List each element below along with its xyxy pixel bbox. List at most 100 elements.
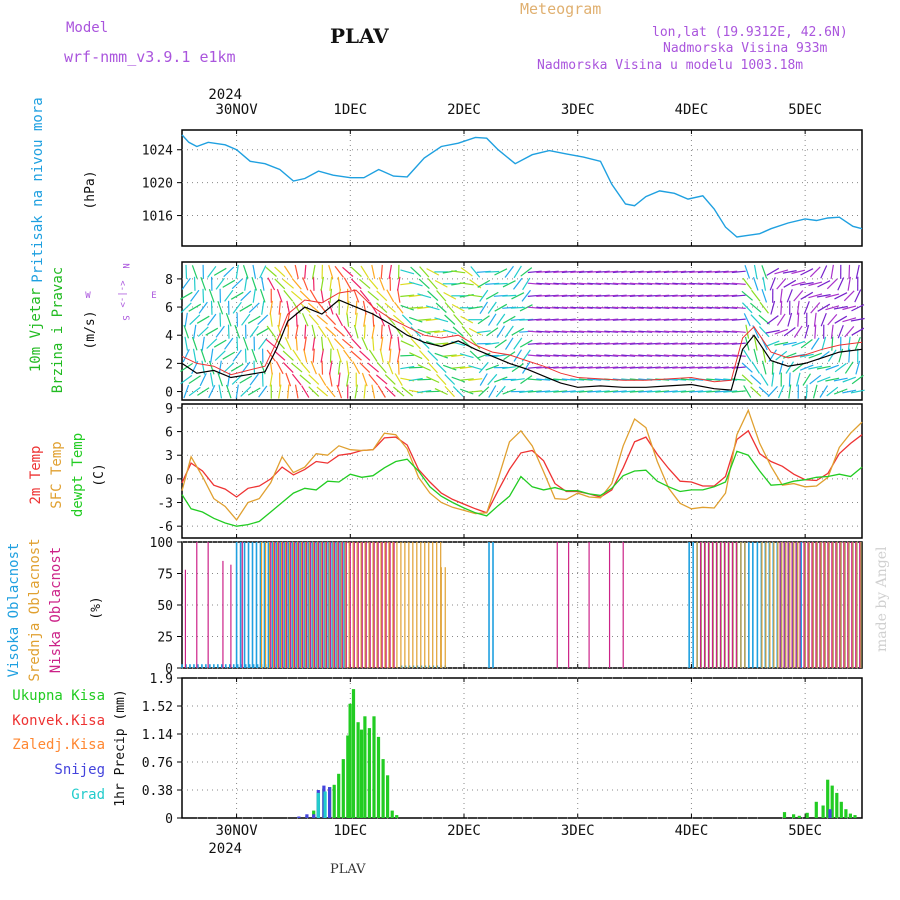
wind-arrow [295,312,298,327]
wind-arrow [427,350,439,362]
wind-arrow [321,360,324,375]
wind-arrow [479,301,489,315]
wind-arrow [723,390,738,393]
wind-arrow [327,300,334,315]
wind-arrow [731,330,746,333]
wind-arrow [553,318,568,321]
wind-arrow [850,389,865,394]
wind-arrow [470,266,481,278]
wind-arrow [761,360,767,375]
wind-arrow [791,269,806,275]
wind-dir-s: S [120,315,130,320]
wind-arrow [797,312,800,327]
wind-arrow [191,265,198,279]
wind-arrow [300,361,311,374]
wind-arrow [536,306,551,309]
wind-arrow [771,372,775,387]
wind-arrow [259,265,267,279]
wind-arrow [774,328,789,335]
wind-arrow [520,375,533,385]
wind-arrow [434,388,448,396]
wind-arrow [578,390,593,393]
wind-arrow [240,290,252,302]
wind-arrow [770,300,776,315]
wind-arrow [460,315,474,324]
wind-arrow [706,270,721,274]
wind-arrow [743,385,752,398]
wind-arrow [612,270,627,274]
wind-arrow [802,373,812,386]
wind-arrow [854,289,862,303]
wind-arrow [184,312,188,327]
wind-arrow [343,349,353,362]
wind-arrow [376,290,388,302]
wind-arrow [761,289,768,303]
wind-arrow [284,337,292,351]
wind-arrow [855,264,860,279]
wind-arrow [527,270,542,274]
wind-arrow [295,336,298,351]
wind-arrow [544,390,559,393]
wind-arrow [493,354,508,358]
wind-arrow [612,390,627,393]
wind-arrow [485,291,499,300]
wind-arrow [427,278,438,290]
wind-arrow [851,327,865,336]
wind-dir-n: N [120,263,130,268]
wind-arrow [269,360,273,375]
wind-arrow [372,312,375,327]
wind-arrow [638,354,653,357]
wind-arrow [434,279,448,288]
wind-arrow [753,336,758,351]
wind-arrow [578,270,593,274]
wind-arrow [706,282,721,285]
wind-arrow [612,354,627,357]
wind-arrow [774,341,789,346]
wind-arrow [663,282,678,285]
bottom-day-label: 4DEC [675,823,709,839]
wind-arrow [731,306,746,309]
wind-arrow [553,342,568,345]
precip-bar [821,805,825,818]
wind-arrow [353,324,359,339]
wind-arrow [190,289,200,302]
wind-arrow [225,312,232,327]
wind-arrow [384,374,396,385]
precip-legend-item: Zaledj.Kisa [12,737,105,753]
pressure-ytick-label: 1016 [142,210,173,225]
wind-arrow [655,318,670,321]
wind-arrow [451,366,466,369]
wind-arrow [442,364,457,371]
wind-arrow [417,364,431,372]
wind-arrow [234,324,241,339]
wind-arrow [680,330,695,333]
wind-arrow [468,294,483,298]
wind-arrow [200,348,207,363]
wind-arrow [452,326,464,337]
wind-arrow [612,282,627,285]
temp-ytick-label: -3 [157,497,173,512]
wind-arrow [604,270,619,274]
wind-arrow [817,280,831,288]
wind-arrow [751,361,761,374]
wind-arrow [367,362,379,373]
wind-arrow [379,348,384,363]
wind-arrow [689,330,704,333]
wind-arrow [793,325,803,338]
wind-arrow [267,277,276,291]
temp-ylabel-2m: 2m Temp [28,445,44,504]
wind-arrow [380,336,384,351]
wind-arrow [731,282,746,285]
wind-arrow [400,269,415,275]
wind-arrow [519,390,534,394]
wind-arrow [672,390,687,393]
top-day-label: 4DEC [675,102,709,118]
wind-arrow [561,282,576,285]
wind-arrow [372,336,375,351]
precip-bar [337,773,341,818]
wind-arrow [587,378,602,381]
wind-arrow [536,354,551,357]
wind-arrow [242,336,249,351]
model-name: wrf-nmm_v3.9.1 e1km [64,48,236,66]
